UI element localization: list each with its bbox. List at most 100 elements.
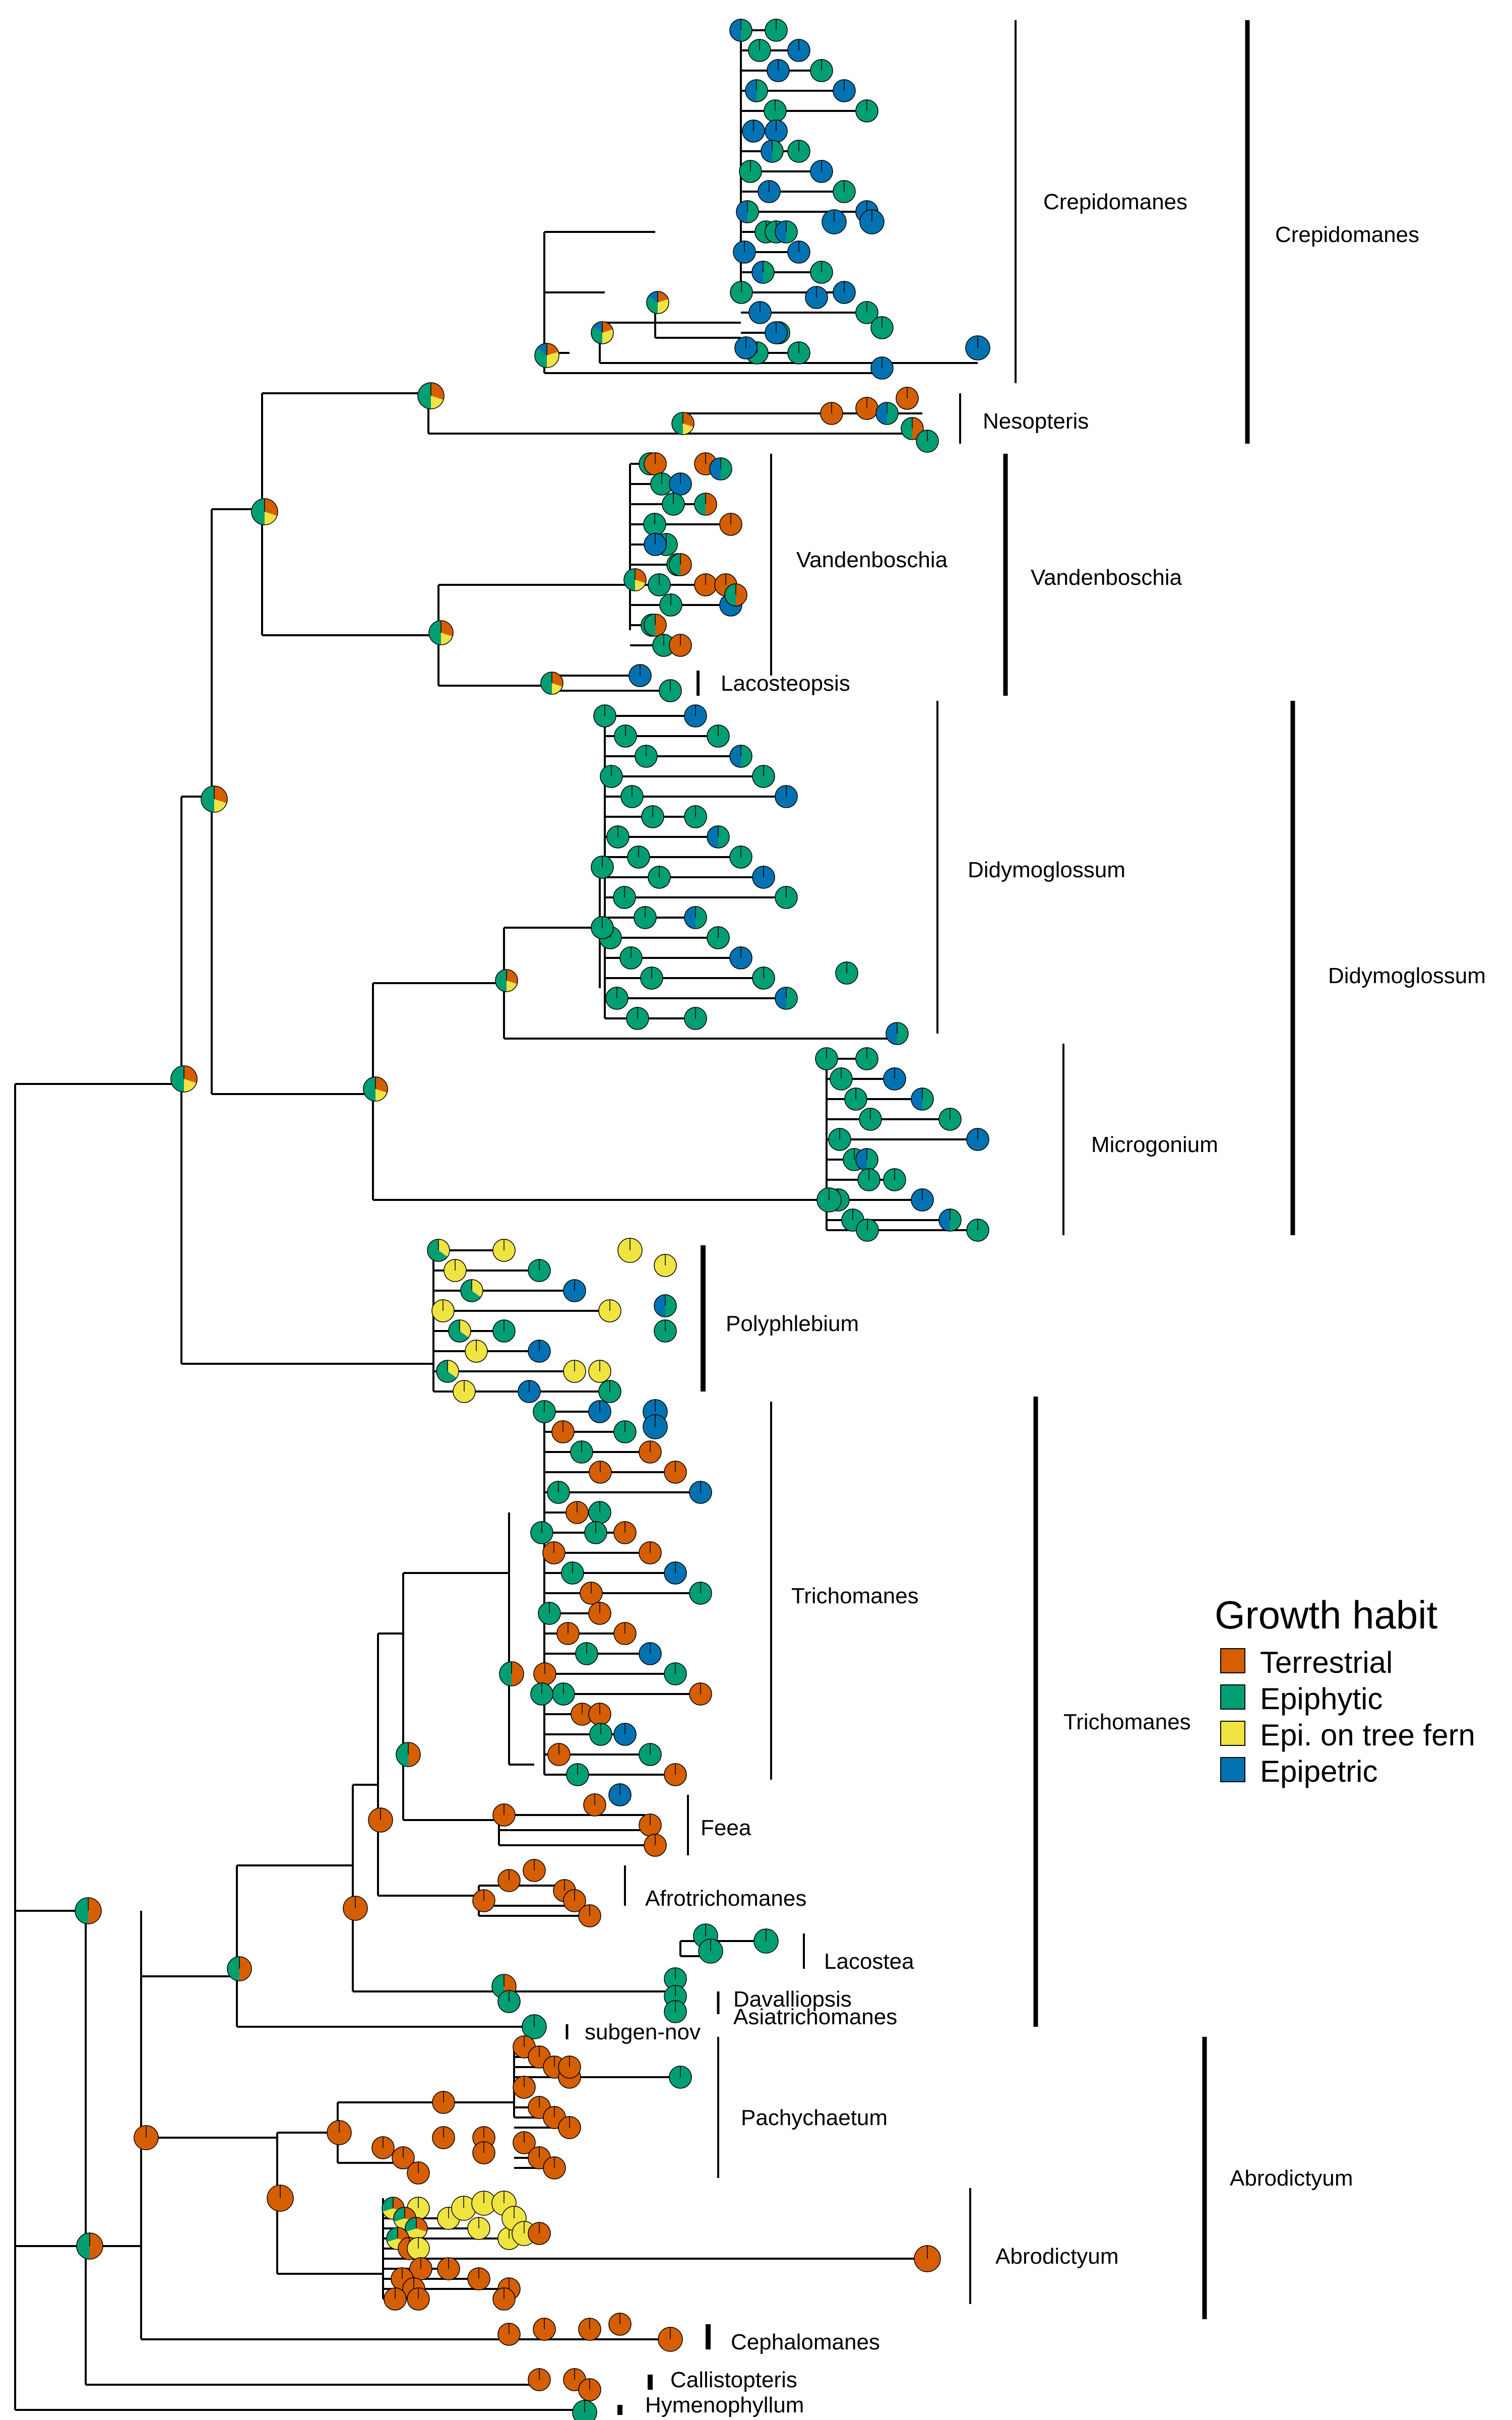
state-pie bbox=[589, 1723, 612, 1746]
state-pie-slice bbox=[265, 512, 277, 525]
state-pie bbox=[409, 2257, 432, 2280]
state-pie-slice bbox=[718, 826, 729, 848]
state-pie-slice bbox=[495, 970, 507, 992]
state-pie-slice bbox=[552, 672, 563, 687]
state-pie bbox=[684, 906, 707, 929]
state-pie-slice bbox=[265, 499, 278, 516]
state-pie bbox=[855, 301, 878, 324]
state-pie bbox=[729, 845, 752, 869]
state-pie bbox=[724, 583, 747, 607]
state-pie bbox=[588, 1703, 611, 1726]
state-pie-slice bbox=[706, 493, 717, 515]
state-pie bbox=[787, 39, 810, 62]
state-pie-slice bbox=[886, 1022, 897, 1045]
state-pie-slice bbox=[654, 1295, 665, 1317]
state-pie bbox=[608, 2313, 632, 2336]
state-pie-slice bbox=[655, 614, 666, 636]
state-pie bbox=[815, 1047, 838, 1070]
state-pie-slice bbox=[710, 458, 721, 480]
state-pie-slice bbox=[438, 1239, 450, 1257]
state-pie bbox=[857, 1168, 880, 1191]
state-pie bbox=[775, 220, 798, 244]
state-pie-slice bbox=[730, 19, 741, 41]
state-pie bbox=[432, 2126, 455, 2149]
state-pie bbox=[767, 59, 790, 82]
state-pie-slice bbox=[77, 2233, 90, 2259]
state-pie bbox=[669, 634, 692, 657]
state-pie bbox=[542, 1541, 565, 1564]
state-pie bbox=[368, 1807, 393, 1833]
legend-swatch-epiphytic bbox=[1220, 1684, 1245, 1710]
state-pie-slice bbox=[683, 424, 694, 435]
legend-label-epiphytic: Epiphytic bbox=[1260, 1682, 1382, 1716]
state-pie bbox=[528, 2368, 551, 2391]
state-pie-slice bbox=[725, 584, 736, 606]
state-pie bbox=[639, 1642, 662, 1665]
state-pie bbox=[472, 2141, 495, 2164]
clade-label-pachychaetum: Pachychaetum bbox=[741, 2105, 888, 2130]
legend-swatch-epi-on-tree-fern bbox=[1220, 1721, 1245, 1746]
state-pie bbox=[698, 1939, 723, 1964]
state-pie-slice bbox=[683, 412, 694, 427]
state-pie bbox=[565, 1501, 589, 1524]
legend-label-terrestrial: Terrestrial bbox=[1260, 1646, 1393, 1679]
clade-label-polyphlebium: Polyphlebium bbox=[726, 1311, 859, 1336]
state-pie bbox=[170, 1065, 198, 1093]
state-pie-slice bbox=[375, 1089, 387, 1101]
state-pie bbox=[626, 1007, 649, 1030]
state-pie bbox=[558, 2055, 581, 2079]
state-pie bbox=[739, 160, 762, 183]
state-pie bbox=[855, 1047, 878, 1070]
state-pie-slice bbox=[405, 2217, 416, 2232]
state-pie bbox=[467, 2217, 490, 2240]
state-pie-slice bbox=[911, 1088, 922, 1110]
state-pie-slice bbox=[499, 1662, 512, 1686]
clade-labels-inner: Crepidomanes Nesopteris Vandenboschia La… bbox=[585, 190, 1218, 2417]
state-pie bbox=[613, 1521, 637, 1544]
state-pie bbox=[583, 1793, 606, 1817]
state-pie bbox=[134, 2125, 159, 2150]
state-pie bbox=[641, 805, 664, 828]
state-pie bbox=[911, 1188, 934, 1212]
state-pie bbox=[551, 1420, 575, 1443]
state-pie-slice bbox=[696, 906, 707, 929]
state-pie bbox=[644, 533, 667, 556]
state-pie bbox=[684, 1007, 707, 1030]
state-pie-slice bbox=[624, 569, 635, 591]
state-pie-slice bbox=[684, 906, 696, 929]
state-pie-slice bbox=[441, 621, 454, 637]
state-pie-slice bbox=[644, 614, 655, 636]
state-pie bbox=[578, 2318, 601, 2341]
state-pie bbox=[870, 356, 894, 380]
outer-label-didymoglossum: Didymoglossum bbox=[1328, 963, 1486, 988]
state-pie bbox=[497, 1869, 521, 1892]
state-pie bbox=[591, 916, 614, 939]
state-pie bbox=[896, 387, 919, 410]
state-pie bbox=[606, 825, 629, 849]
state-pie bbox=[883, 1168, 906, 1191]
state-pie-slice bbox=[541, 672, 552, 694]
state-pie bbox=[589, 1461, 612, 1484]
state-pie bbox=[901, 417, 924, 440]
state-pie bbox=[407, 2161, 430, 2185]
state-pie bbox=[427, 1239, 450, 1262]
state-pie bbox=[639, 1541, 662, 1564]
state-pie bbox=[965, 335, 990, 360]
state-pie bbox=[752, 966, 775, 990]
state-pie bbox=[752, 866, 775, 889]
state-pie-slice bbox=[745, 80, 757, 102]
state-pie-slice bbox=[939, 1209, 950, 1231]
state-pie bbox=[748, 301, 772, 324]
state-pie bbox=[547, 1743, 571, 1766]
state-pie-slice bbox=[901, 417, 912, 440]
state-pie-slice bbox=[227, 1957, 239, 1981]
state-pie-slice bbox=[396, 1742, 408, 1767]
state-pie bbox=[830, 1067, 853, 1091]
state-pie-slice bbox=[707, 826, 718, 848]
state-pie-slice bbox=[382, 2197, 393, 2212]
state-pie-slice bbox=[876, 402, 887, 425]
state-pie bbox=[552, 1682, 575, 1706]
state-pie bbox=[584, 1521, 607, 1544]
state-pie-slice bbox=[897, 1022, 908, 1045]
state-pie bbox=[671, 412, 695, 435]
